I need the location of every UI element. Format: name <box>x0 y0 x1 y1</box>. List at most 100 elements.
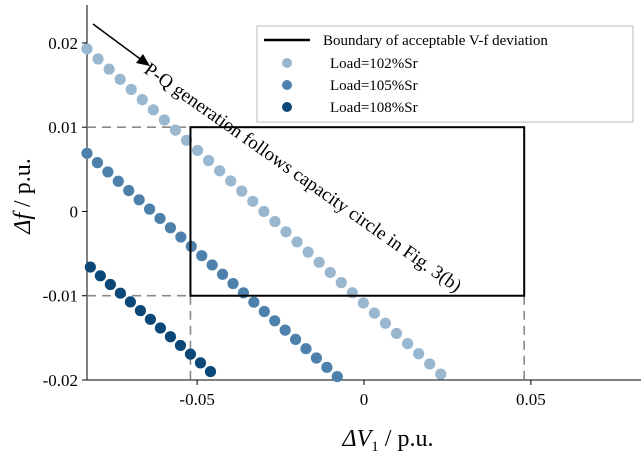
series-2-point <box>227 277 239 290</box>
series-1-point <box>169 124 182 136</box>
series-1-point <box>214 165 226 177</box>
legend-series-2-label: Load=105%Sr <box>330 78 418 94</box>
series-1-point <box>280 226 292 238</box>
series-1-point <box>269 216 281 228</box>
series-2-point <box>248 296 260 308</box>
annotation-arrowhead <box>136 54 150 66</box>
series-2-point <box>289 333 302 346</box>
legend-series-3-marker <box>282 102 292 112</box>
legend-series-2-marker <box>282 80 292 90</box>
series-1-point <box>236 185 248 197</box>
series-3-point <box>204 365 217 378</box>
legend-boundary-label: Boundary of acceptable V-f deviation <box>323 33 548 49</box>
x-tick-label: -0.05 <box>179 390 214 409</box>
series-3-point <box>144 313 157 325</box>
annotation-arrow-line <box>92 23 144 62</box>
y-tick-label: 0.02 <box>48 34 78 53</box>
series-3-point <box>174 339 187 352</box>
series-1-point <box>103 63 115 75</box>
x-tick-label: 0 <box>360 390 369 409</box>
x-axis-label-sub: 1 <box>371 439 379 454</box>
x-axis-label-unit: / p.u. <box>379 426 434 452</box>
series-2-point <box>91 157 104 169</box>
series-2-point <box>300 343 312 355</box>
series-2-point <box>112 175 124 187</box>
series-1-point <box>313 256 325 268</box>
series-2-point <box>81 147 93 159</box>
series-1-point <box>81 43 93 55</box>
boundary-rect <box>189 126 526 297</box>
series-1-point <box>92 53 104 65</box>
y-axis-label: Δf / p.u. <box>10 158 36 234</box>
series-1-point <box>258 205 270 218</box>
y-tick-label: 0 <box>70 202 79 221</box>
y-axis-label-unit: / p.u. <box>10 158 36 213</box>
series-2-point <box>331 371 343 383</box>
series-1-point <box>390 327 403 340</box>
series-2-point <box>164 222 177 234</box>
x-axis-label-main: ΔV <box>342 426 374 452</box>
series-3-point <box>94 270 106 282</box>
y-tick-label: -0.02 <box>43 371 78 390</box>
guide-lines <box>87 126 525 380</box>
series-1-point <box>191 144 204 157</box>
series-2-point <box>133 194 145 206</box>
series-2-point <box>321 361 333 373</box>
boundary-rect-group <box>189 126 526 297</box>
legend-series-1-marker <box>282 58 292 68</box>
series-1-point <box>225 175 237 187</box>
series-2-point <box>216 268 229 280</box>
series-2-point <box>143 203 156 215</box>
series-1-point <box>435 368 447 380</box>
legend-series-1-label: Load=102%Sr <box>330 56 418 72</box>
series-3-point <box>194 357 207 369</box>
series-2-point <box>123 184 135 197</box>
legend-series-3-label: Load=108%Sr <box>330 100 418 116</box>
series-1-point <box>379 317 392 329</box>
y-tick-label: -0.01 <box>43 287 78 306</box>
series-2-point <box>269 315 281 327</box>
series-1-point <box>203 155 215 167</box>
y-tick-label: 0.01 <box>48 118 78 137</box>
series-1-point <box>368 307 381 319</box>
series-1-point <box>424 358 436 370</box>
series-1-point <box>401 338 414 350</box>
y-ticks: -0.02 -0.01 0 0.01 0.02 <box>43 34 87 390</box>
x-ticks: -0.05 0 0.05 <box>179 380 546 409</box>
series-2-point <box>196 250 208 262</box>
series-2-point <box>154 212 166 225</box>
series-1-point <box>158 114 170 126</box>
series-3-point <box>164 331 177 343</box>
y-axis-label-main: Δf <box>10 210 36 235</box>
series-1-point <box>335 277 347 289</box>
series-3-point <box>184 348 197 360</box>
series-1-point <box>180 134 193 146</box>
series-1-point <box>413 348 425 360</box>
series-1-point <box>324 266 336 279</box>
series-2-point <box>102 166 114 178</box>
series-1-point <box>302 246 314 258</box>
x-axis-label: ΔV1 / p.u. <box>342 426 434 454</box>
data-points <box>81 43 447 383</box>
series-2-point <box>258 305 270 318</box>
series-1-point <box>114 73 126 85</box>
series-3-point <box>104 278 116 291</box>
series-1-point <box>291 236 303 248</box>
series-3-point <box>124 296 136 308</box>
series-1-point <box>357 297 369 309</box>
legend-series: Load=102%Sr Load=105%Sr Load=108%Sr <box>282 56 418 116</box>
series-2-point <box>206 259 218 271</box>
series-2-point <box>310 352 323 364</box>
series-1-point <box>125 83 137 96</box>
legend-box <box>256 25 634 123</box>
series-3-point <box>114 287 126 299</box>
x-tick-label: 0.05 <box>516 390 546 409</box>
series-1-point <box>247 195 259 207</box>
series-2-point <box>279 324 291 336</box>
series-2-point <box>175 231 187 243</box>
series-2-point <box>237 287 250 299</box>
series-3-point <box>134 305 146 317</box>
series-3-point <box>84 261 96 273</box>
series-1-point <box>147 104 159 116</box>
